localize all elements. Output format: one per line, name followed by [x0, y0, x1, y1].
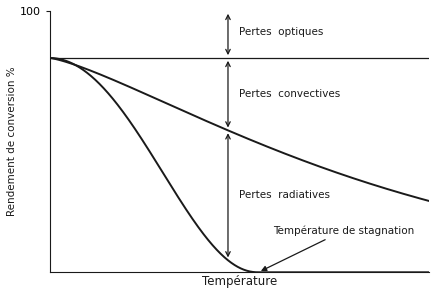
Text: Pertes  convectives: Pertes convectives	[239, 89, 341, 99]
X-axis label: Température: Température	[202, 275, 277, 288]
Text: Température de stagnation: Température de stagnation	[262, 225, 415, 271]
Text: Pertes  optiques: Pertes optiques	[239, 27, 324, 37]
Y-axis label: Rendement de conversion %: Rendement de conversion %	[7, 67, 17, 217]
Text: Pertes  radiatives: Pertes radiatives	[239, 190, 330, 200]
